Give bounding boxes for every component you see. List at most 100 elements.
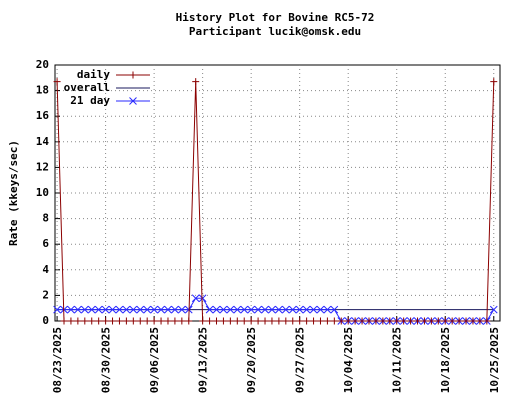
point-marker — [150, 317, 158, 325]
point-marker — [455, 317, 463, 325]
x-tick-label: 10/18/2025 — [439, 327, 452, 393]
point-marker — [199, 317, 207, 325]
point-marker — [358, 317, 366, 325]
point-marker — [178, 317, 186, 325]
point-marker — [476, 317, 484, 325]
point-marker — [226, 317, 234, 325]
point-marker — [109, 317, 117, 325]
point-marker — [254, 317, 262, 325]
point-marker — [150, 305, 158, 314]
point-marker — [74, 317, 82, 325]
point-marker — [205, 305, 214, 314]
point-marker — [136, 317, 144, 325]
point-marker — [365, 317, 373, 325]
point-marker — [53, 78, 61, 86]
point-marker — [185, 317, 193, 325]
point-marker — [115, 317, 123, 325]
point-marker — [351, 317, 359, 325]
point-marker — [213, 317, 221, 325]
point-marker — [122, 305, 131, 314]
x-tick-label: 08/23/2025 — [51, 327, 64, 393]
point-marker — [261, 305, 269, 314]
series-line — [56, 81, 495, 322]
point-marker — [212, 305, 221, 314]
point-marker — [67, 317, 75, 325]
point-marker — [275, 317, 283, 325]
x-tick-label: 09/20/2025 — [245, 327, 258, 393]
point-marker — [53, 305, 61, 314]
point-marker — [261, 317, 269, 325]
point-marker — [379, 317, 387, 325]
point-marker — [94, 305, 103, 314]
point-marker — [198, 294, 207, 303]
y-axis-label: Rate (kkeys/sec) — [7, 140, 20, 246]
x-tick-label: 08/30/2025 — [100, 327, 113, 393]
y-tick-label: 10 — [36, 186, 49, 199]
point-marker — [88, 317, 96, 325]
point-marker — [323, 317, 331, 325]
y-tick-label: 16 — [36, 109, 50, 122]
point-marker — [157, 317, 165, 325]
point-marker — [434, 317, 442, 325]
point-marker — [171, 305, 179, 314]
point-marker — [233, 305, 242, 314]
x-tick-label: 10/25/2025 — [488, 327, 501, 393]
point-marker — [310, 317, 318, 325]
point-marker — [344, 317, 352, 325]
x-tick-label: 09/13/2025 — [197, 327, 210, 393]
point-marker — [95, 317, 103, 325]
point-marker — [448, 317, 456, 325]
point-marker — [129, 317, 137, 325]
point-marker — [247, 305, 256, 314]
point-marker — [289, 317, 297, 325]
point-marker — [240, 305, 249, 314]
point-marker — [330, 305, 339, 314]
point-marker — [74, 305, 82, 314]
point-marker — [462, 317, 470, 325]
point-marker — [414, 317, 422, 325]
point-marker — [191, 294, 200, 303]
point-marker — [282, 317, 290, 325]
y-tick-label: 12 — [36, 160, 49, 173]
point-marker — [420, 317, 428, 325]
y-tick-label: 20 — [36, 58, 49, 71]
legend-label: overall — [64, 81, 110, 94]
point-marker — [129, 97, 137, 105]
point-marker — [143, 305, 152, 314]
point-marker — [489, 305, 498, 314]
point-marker — [288, 305, 297, 314]
point-marker — [233, 317, 241, 325]
point-marker — [67, 305, 75, 314]
point-marker — [80, 305, 89, 314]
point-marker — [247, 317, 255, 325]
point-marker — [407, 317, 415, 325]
point-marker — [372, 317, 380, 325]
point-marker — [115, 305, 124, 314]
point-marker — [302, 305, 311, 314]
point-marker — [206, 317, 214, 325]
point-marker — [393, 317, 401, 325]
point-marker — [295, 305, 304, 314]
point-marker — [427, 317, 435, 325]
point-marker — [268, 305, 276, 314]
point-marker — [386, 317, 394, 325]
point-marker — [129, 305, 138, 314]
point-marker — [316, 317, 324, 325]
point-marker — [296, 317, 304, 325]
x-tick-label: 10/04/2025 — [342, 327, 355, 393]
point-marker — [136, 305, 145, 314]
point-marker — [330, 317, 338, 325]
point-marker — [490, 78, 498, 86]
x-tick-label: 09/06/2025 — [148, 327, 161, 393]
point-marker — [122, 317, 130, 325]
chart-subtitle: Participant lucik@omsk.edu — [189, 25, 361, 38]
point-marker — [281, 305, 290, 314]
point-marker — [81, 317, 89, 325]
point-marker — [275, 305, 283, 314]
point-marker — [441, 317, 449, 325]
point-marker — [87, 305, 96, 314]
legend-label: 21 day — [70, 94, 110, 107]
x-tick-label: 10/11/2025 — [391, 327, 404, 393]
point-marker — [483, 317, 491, 325]
